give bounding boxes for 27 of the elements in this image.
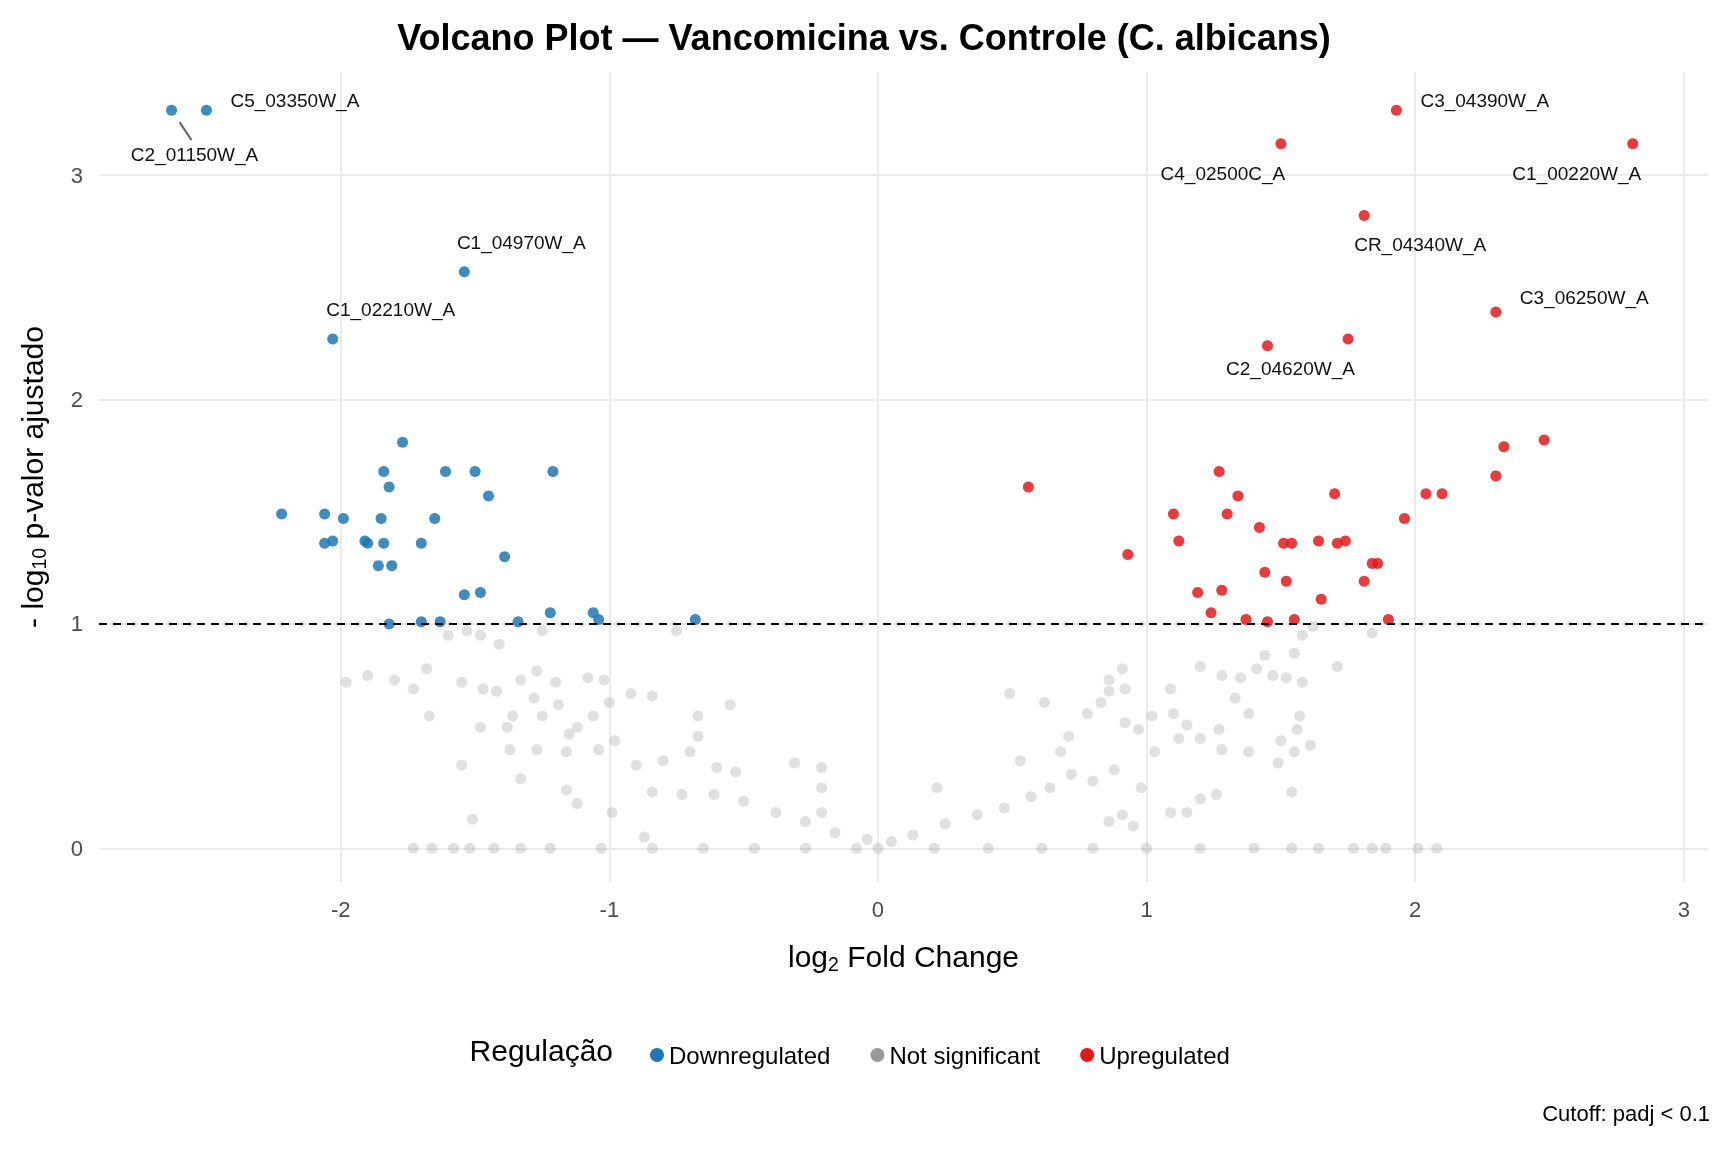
annotation: CR_04340W_A xyxy=(1354,234,1487,257)
x-tick-label: 3 xyxy=(1677,896,1690,922)
legend-title: Regulação xyxy=(469,1033,613,1067)
annotation: C2_01150W_A xyxy=(130,143,259,166)
annotation: C1_00220W_A xyxy=(1512,163,1642,186)
legend-label: Downregulated xyxy=(669,1041,831,1069)
legend-label: Not significant xyxy=(889,1041,1041,1069)
x-tick-label: -1 xyxy=(599,896,620,922)
annotation: C4_02500C_A xyxy=(1160,163,1286,186)
text: Cutoff: padj < 0.1 xyxy=(1542,1100,1711,1126)
annotation: C2_04620W_A xyxy=(1226,358,1356,381)
annotation: C3_04390W_A xyxy=(1420,89,1550,112)
x-tick-label: -2 xyxy=(330,896,351,922)
x-tick-label: 1 xyxy=(1140,896,1153,922)
annotation: C3_06250W_A xyxy=(1519,286,1649,309)
annotation: C5_03350W_A xyxy=(230,89,360,112)
y-axis-title: - log10 p-valor ajustado xyxy=(15,326,50,628)
x-tick-label: 0 xyxy=(871,896,885,922)
y-tick-label: 2 xyxy=(70,387,83,413)
annotation: C1_04970W_A xyxy=(456,232,587,255)
y-tick-label: 1 xyxy=(70,611,83,637)
annotation: C1_02210W_A xyxy=(326,298,456,321)
y-tick-label: 3 xyxy=(70,162,83,188)
y-tick-label: 0 xyxy=(70,835,83,861)
chart-title: Volcano Plot — Vancomicina vs. Controle (C. albicans) xyxy=(397,16,1331,58)
legend-label: Upregulated xyxy=(1099,1041,1230,1069)
x-tick-label: 2 xyxy=(1409,896,1422,922)
